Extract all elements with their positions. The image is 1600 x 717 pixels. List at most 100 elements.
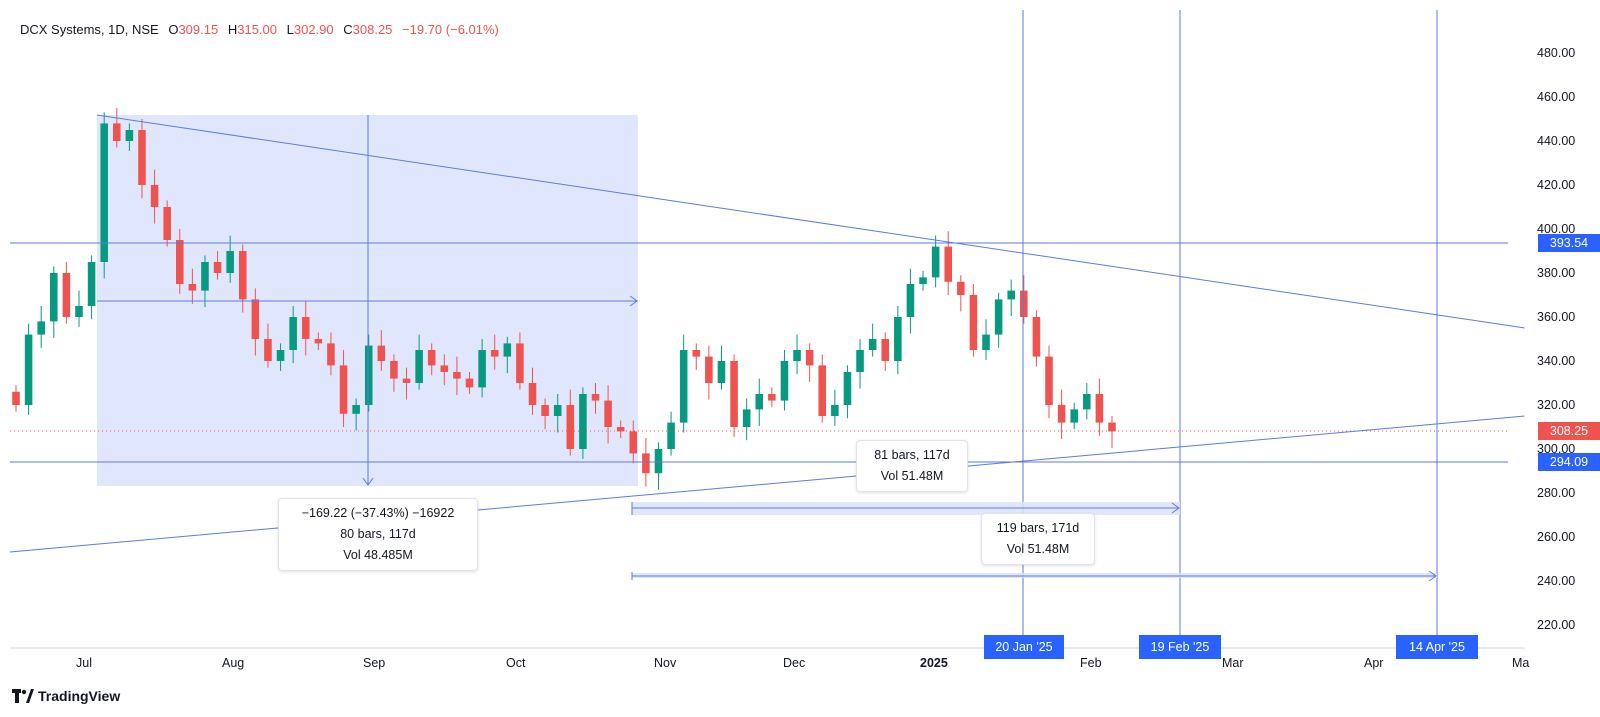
- time-tick: 2025: [920, 656, 948, 670]
- candle-body: [604, 400, 612, 427]
- candle-body: [805, 350, 814, 366]
- trendline-lower[interactable]: [9, 415, 1526, 553]
- candle-body: [982, 334, 990, 350]
- price-tick: 360.00: [1537, 310, 1575, 324]
- candle-body: [440, 365, 449, 372]
- candle-body: [705, 356, 713, 383]
- candle-body: [717, 361, 726, 383]
- candle-body: [465, 378, 474, 388]
- candle-body: [163, 207, 171, 240]
- symbol-legend[interactable]: DCX Systems, 1D, NSE O309.15 H315.00 L30…: [20, 22, 499, 37]
- candle-body: [528, 383, 537, 405]
- candle-body: [87, 262, 96, 306]
- price-tick: 400.00: [1537, 222, 1575, 236]
- measure-info-box-2[interactable]: 81 bars, 117d Vol 51.48M: [856, 440, 968, 492]
- candle-body: [994, 299, 1003, 335]
- time-tick: Ma: [1512, 656, 1529, 670]
- price-tag-lower-level: 294.09: [1538, 453, 1600, 471]
- candle-body: [427, 350, 436, 366]
- candle-body: [831, 405, 839, 416]
- candle-body: [276, 350, 285, 361]
- date-tag-14-apr: 14 Apr '25: [1396, 635, 1478, 659]
- candle-body: [1007, 290, 1015, 300]
- candle-body: [1070, 409, 1078, 423]
- candle-body: [881, 339, 890, 361]
- candle-body: [553, 405, 562, 416]
- measure-bars: 80 bars, 117d: [340, 527, 416, 541]
- candle-body: [616, 427, 625, 432]
- candle-body: [944, 246, 953, 282]
- candle-body: [503, 343, 512, 357]
- candle-body: [24, 334, 33, 405]
- candle-body: [969, 295, 978, 350]
- candle-body: [654, 449, 663, 474]
- candle-body: [742, 409, 751, 427]
- candle-body: [62, 273, 71, 317]
- candle-body: [377, 345, 386, 361]
- measure-bars: 119 bars, 171d: [996, 521, 1080, 535]
- candle-body: [818, 365, 827, 416]
- price-tag-last-price: 308.25: [1538, 422, 1600, 440]
- candles-group: [12, 108, 1116, 490]
- candle-body: [37, 321, 45, 335]
- time-tick: Feb: [1080, 656, 1102, 670]
- time-tick: Nov: [654, 656, 677, 670]
- close-value: 308.25: [352, 22, 393, 37]
- measure-price-change: −169.22 (−37.43%) −16922: [301, 506, 455, 520]
- candle-body: [415, 350, 423, 383]
- date-tag-19-feb: 19 Feb '25: [1139, 635, 1221, 659]
- time-tick: Oct: [506, 656, 526, 670]
- candle-body: [1020, 290, 1028, 317]
- candle-body: [1057, 405, 1066, 423]
- candle-body: [906, 284, 915, 317]
- price-axis[interactable]: 480.00 460.00 440.00 420.00 400.00 380.0…: [1537, 46, 1575, 632]
- candle-body: [591, 394, 600, 401]
- candle-body: [289, 317, 297, 350]
- measure-bars: 81 bars, 117d: [874, 448, 950, 462]
- candle-body: [957, 281, 965, 295]
- price-tick: 240.00: [1537, 574, 1575, 588]
- candle-body: [188, 284, 197, 291]
- time-tick: Mar: [1222, 656, 1244, 670]
- candle-body: [490, 350, 499, 357]
- candle-body: [768, 394, 776, 401]
- candle-body: [201, 262, 209, 291]
- candle-body: [327, 343, 335, 366]
- price-tick: 480.00: [1537, 46, 1575, 60]
- high-value: 315.00: [237, 22, 277, 37]
- candle-body: [150, 185, 159, 207]
- candle-body: [755, 394, 764, 410]
- candle-body: [780, 361, 789, 401]
- candle-body: [516, 343, 524, 383]
- candle-body: [175, 240, 184, 284]
- candle-body: [642, 453, 650, 474]
- low-value: 302.90: [293, 22, 334, 37]
- measure-info-box-3[interactable]: 119 bars, 171d Vol 51.48M: [981, 513, 1095, 565]
- candle-body: [793, 350, 801, 361]
- candle-body: [301, 317, 310, 339]
- candle-body: [856, 350, 864, 372]
- time-tick: Sep: [363, 656, 385, 670]
- price-tick: 220.00: [1537, 618, 1575, 632]
- date-tag-20-jan: 20 Jan '25: [984, 635, 1064, 659]
- candle-body: [478, 350, 486, 388]
- tradingview-logo[interactable]: TradingView: [12, 688, 120, 704]
- price-tick: 380.00: [1537, 266, 1575, 280]
- candle-body: [251, 299, 260, 339]
- close-label: C: [343, 22, 353, 37]
- price-tick: 460.00: [1537, 90, 1575, 104]
- candle-body: [894, 317, 902, 361]
- candle-body: [541, 405, 549, 416]
- candle-body: [12, 391, 20, 405]
- time-axis[interactable]: Jul Aug Sep Oct Nov Dec 2025 Feb Mar Apr…: [76, 656, 1529, 670]
- candle-body: [100, 123, 108, 263]
- candle-body: [931, 246, 940, 278]
- candle-body: [390, 361, 398, 379]
- trendline-upper[interactable]: [96, 114, 1526, 329]
- candle-body: [679, 350, 688, 423]
- measure-info-box-1[interactable]: −169.22 (−37.43%) −16922 80 bars, 117d V…: [278, 498, 478, 571]
- price-tick: 320.00: [1537, 398, 1575, 412]
- price-tick: 340.00: [1537, 354, 1575, 368]
- candle-body: [125, 130, 134, 141]
